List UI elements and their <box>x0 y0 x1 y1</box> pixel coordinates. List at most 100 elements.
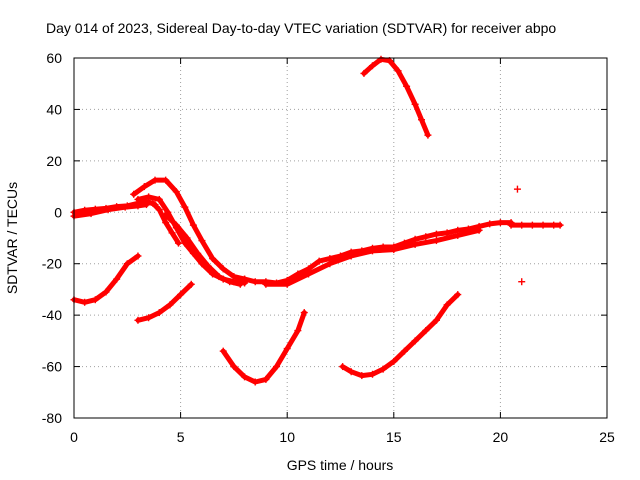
series-arc-high <box>360 55 432 139</box>
series-tail-to-20h-lower <box>262 226 483 288</box>
data-point <box>130 190 138 198</box>
data-series <box>70 55 564 386</box>
data-point <box>347 252 355 260</box>
data-point <box>181 239 189 247</box>
data-point <box>168 229 176 237</box>
y-tick-label: 0 <box>54 204 62 220</box>
x-tick-label: 20 <box>493 429 509 445</box>
data-point <box>283 280 291 288</box>
data-point <box>251 378 259 386</box>
data-point <box>215 273 223 281</box>
chart-title: Day 014 of 2023, Sidereal Day-to-day VTE… <box>46 20 556 36</box>
data-point <box>513 185 521 193</box>
data-point <box>300 309 308 317</box>
data-point <box>121 203 129 211</box>
data-point <box>518 221 526 229</box>
data-point <box>162 211 170 219</box>
data-point <box>443 229 451 237</box>
y-tick-label: 20 <box>46 153 62 169</box>
y-tick-label: -20 <box>42 256 62 272</box>
data-point <box>140 198 148 206</box>
data-point <box>209 255 217 263</box>
data-point <box>403 82 411 90</box>
x-tick-label: 10 <box>279 429 295 445</box>
series-hump-inner <box>162 211 244 288</box>
data-point <box>294 327 302 335</box>
series-trace <box>340 292 461 379</box>
data-point <box>155 195 163 203</box>
data-point <box>394 67 402 75</box>
x-tick-label: 5 <box>177 429 185 445</box>
x-tick-label: 25 <box>599 429 615 445</box>
data-point <box>518 278 526 286</box>
data-point <box>113 275 121 283</box>
series-hump-lower <box>140 198 182 247</box>
data-point <box>368 62 376 70</box>
x-tick-label: 15 <box>386 429 402 445</box>
data-point <box>390 357 398 365</box>
data-point <box>187 280 195 288</box>
data-point <box>454 231 462 239</box>
data-point <box>432 237 440 245</box>
data-point <box>172 221 180 229</box>
series-arc-v-bottom <box>219 309 308 386</box>
data-point <box>181 203 189 211</box>
data-point <box>411 337 419 345</box>
series-main-baseline-lower <box>70 201 150 220</box>
data-point <box>411 100 419 108</box>
data-point <box>162 176 170 184</box>
data-point <box>326 260 334 268</box>
grid-lines <box>74 58 607 418</box>
data-point <box>315 257 323 265</box>
data-point <box>102 288 110 296</box>
x-tick-labels: 0 5 10 15 20 25 <box>70 429 615 445</box>
data-point <box>194 249 202 257</box>
data-point <box>104 206 112 214</box>
data-point <box>134 316 142 324</box>
data-point <box>140 183 148 191</box>
data-point <box>411 240 419 248</box>
y-axis-label: SDTVAR / TECUs <box>4 182 20 294</box>
data-point <box>486 220 494 228</box>
data-point <box>368 247 376 255</box>
data-point <box>230 363 238 371</box>
data-point <box>219 347 227 355</box>
data-point <box>262 280 270 288</box>
data-point <box>347 368 355 376</box>
series-isolated-low <box>518 278 526 286</box>
data-point <box>149 199 157 207</box>
data-point <box>155 309 163 317</box>
data-point <box>339 363 347 371</box>
data-point <box>162 219 170 227</box>
data-point <box>422 327 430 335</box>
data-point <box>174 239 182 247</box>
series-isolated-high <box>513 185 521 193</box>
series-trace <box>135 281 194 323</box>
data-point <box>400 347 408 355</box>
data-point <box>151 176 159 184</box>
data-point <box>283 345 291 353</box>
data-point <box>134 195 142 203</box>
data-point <box>155 206 163 214</box>
data-point <box>556 221 564 229</box>
data-point <box>507 221 515 229</box>
data-point <box>390 246 398 254</box>
data-point <box>432 230 440 238</box>
data-point <box>123 260 131 268</box>
data-point <box>241 373 249 381</box>
data-point <box>305 270 313 278</box>
data-point <box>134 202 142 210</box>
data-point <box>262 375 270 383</box>
data-point <box>134 252 142 260</box>
y-tick-label: 40 <box>46 101 62 117</box>
data-point <box>443 301 451 309</box>
data-point <box>273 363 281 371</box>
y-tick-labels: -80 -60 -40 -20 0 20 40 60 <box>42 50 62 426</box>
data-point <box>454 291 462 299</box>
data-point <box>204 262 212 270</box>
series-cluster-right <box>507 221 564 229</box>
series-arc-left-low <box>70 252 142 306</box>
data-point <box>166 301 174 309</box>
series-trace <box>131 177 248 282</box>
